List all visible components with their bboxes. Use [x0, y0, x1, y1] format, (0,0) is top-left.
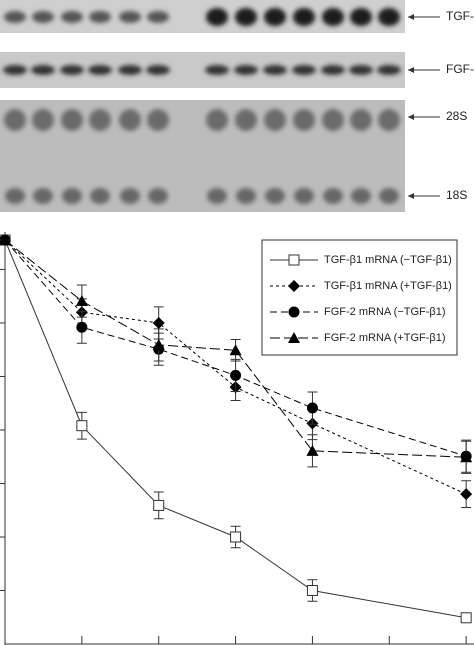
band	[147, 109, 169, 131]
band	[293, 109, 315, 131]
band	[206, 109, 228, 131]
series-line	[4, 239, 467, 495]
band	[350, 8, 372, 26]
legend-marker	[288, 280, 300, 292]
legend-label: TGF-β1 mRNA (+TGF-β1)	[324, 280, 452, 292]
band	[235, 8, 257, 26]
band	[89, 11, 111, 23]
blot-image	[0, 0, 405, 212]
band	[60, 65, 84, 75]
band	[147, 11, 169, 23]
blot-labels: TGF-β FGF-2 28S 18S	[408, 9, 474, 202]
band	[321, 65, 345, 75]
series-line	[4, 239, 467, 619]
band	[292, 65, 316, 75]
band	[148, 188, 168, 204]
chart: TGF-β1 mRNA (−TGF-β1) TGF-β1 mRNA (+TGF-β…	[0, 232, 474, 645]
band	[61, 109, 83, 131]
marker	[306, 402, 318, 414]
marker	[76, 420, 88, 432]
marker	[460, 612, 472, 624]
band	[293, 8, 315, 26]
legend-label: TGF-β1 mRNA (−TGF-β1)	[324, 254, 452, 266]
marker	[306, 584, 318, 596]
band	[235, 109, 257, 131]
series-line	[4, 239, 467, 457]
marker	[152, 316, 165, 329]
band	[350, 109, 372, 131]
marker	[153, 499, 165, 511]
band	[378, 109, 400, 131]
blot-label: 18S	[446, 188, 467, 202]
band	[88, 65, 112, 75]
marker	[460, 488, 473, 501]
band	[322, 8, 344, 26]
band	[234, 65, 258, 75]
band	[4, 11, 26, 23]
blot-label: TGF-β	[446, 9, 474, 23]
band	[264, 8, 286, 26]
band	[90, 188, 110, 204]
marker	[0, 234, 11, 246]
band	[377, 65, 401, 75]
band	[378, 8, 400, 26]
band	[379, 188, 399, 204]
marker	[230, 531, 242, 543]
band	[265, 188, 285, 204]
marker	[306, 444, 319, 456]
marker	[230, 369, 242, 381]
band	[349, 65, 373, 75]
band	[120, 188, 140, 204]
band	[119, 11, 141, 23]
band	[236, 188, 256, 204]
blot-label: 28S	[446, 109, 467, 123]
band	[351, 188, 371, 204]
marker	[229, 344, 242, 356]
legend-marker	[288, 254, 300, 266]
band	[206, 8, 228, 26]
band	[33, 188, 53, 204]
series-line	[4, 239, 467, 458]
band	[322, 109, 344, 131]
band	[61, 11, 83, 23]
legend-marker	[288, 306, 300, 318]
band	[323, 188, 343, 204]
band	[31, 65, 55, 75]
band	[5, 188, 25, 204]
band	[263, 65, 287, 75]
marker	[152, 338, 165, 350]
band	[62, 188, 82, 204]
band	[118, 65, 142, 75]
band	[207, 188, 227, 204]
legend-label: FGF-2 mRNA (+TGF-β1)	[324, 332, 446, 344]
marker	[460, 451, 473, 463]
band	[32, 11, 54, 23]
band	[205, 65, 229, 75]
band	[4, 109, 26, 131]
band	[3, 65, 27, 75]
marker	[75, 295, 88, 307]
band	[119, 109, 141, 131]
band	[294, 188, 314, 204]
band	[264, 109, 286, 131]
legend-marker	[288, 332, 300, 343]
marker	[76, 321, 88, 333]
blot-label: FGF-2	[446, 62, 474, 76]
legend-label: FGF-2 mRNA (−TGF-β1)	[324, 306, 446, 318]
band	[89, 109, 111, 131]
band	[32, 109, 54, 131]
band	[146, 65, 170, 75]
